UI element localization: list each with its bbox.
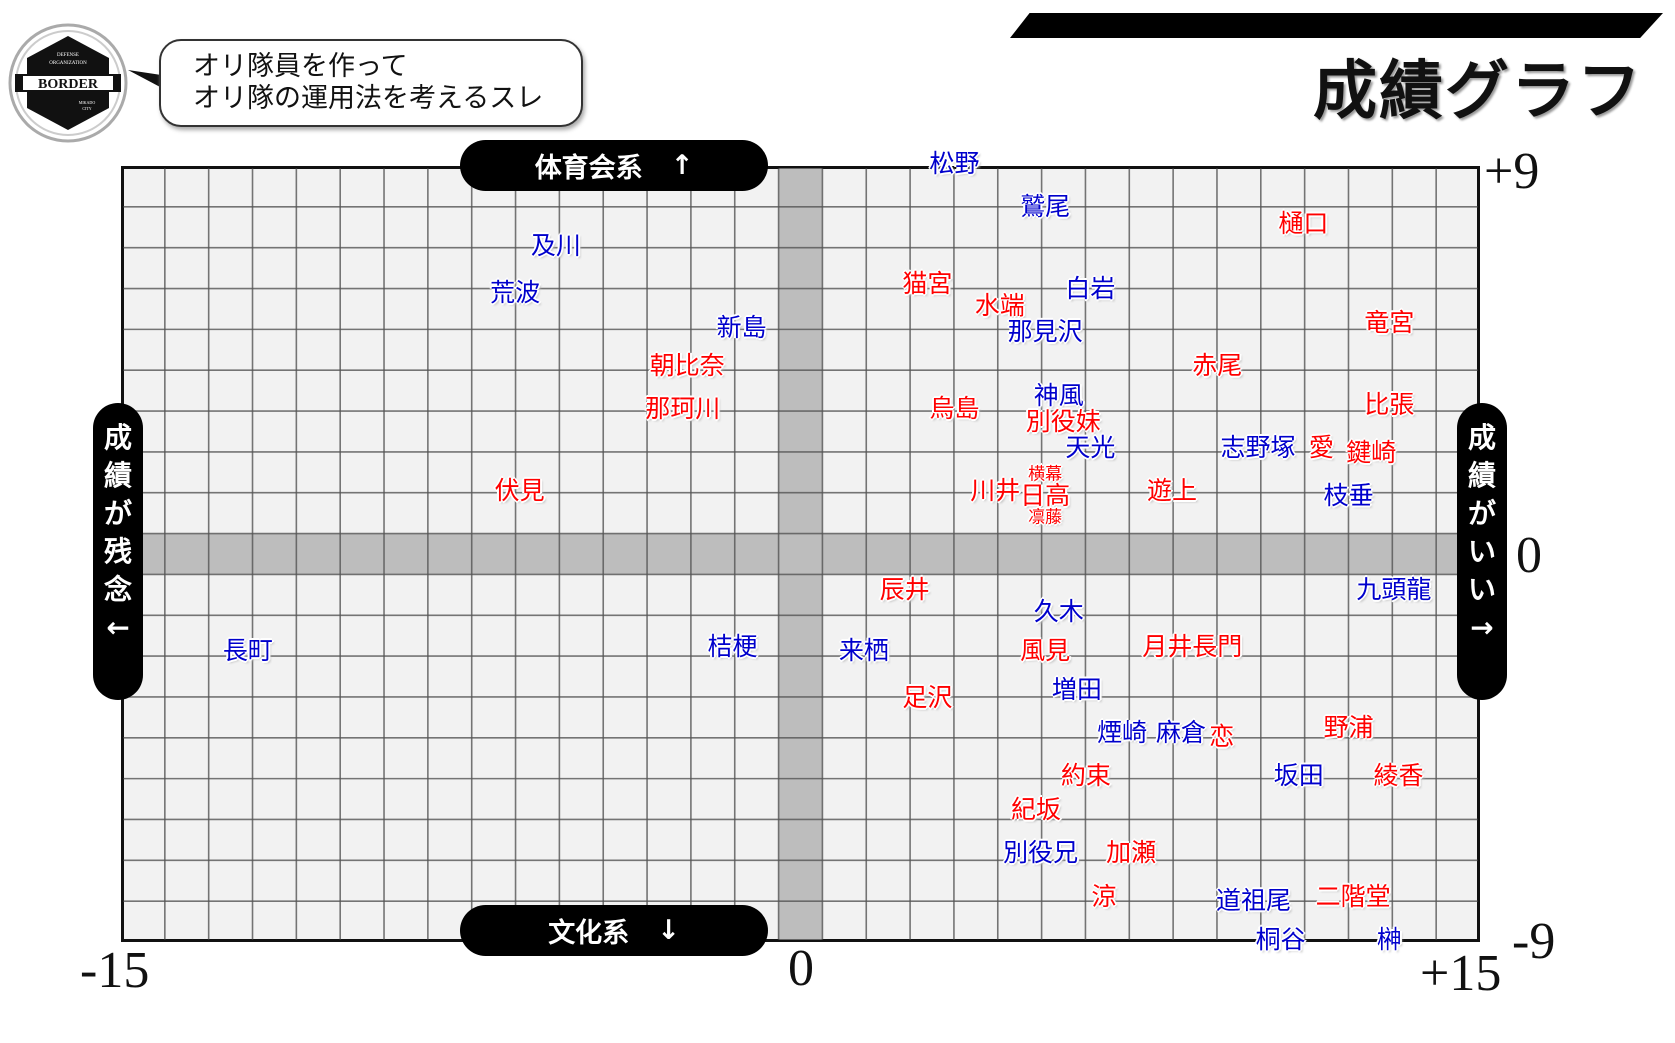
point-label: 神風 <box>1033 381 1084 411</box>
point-label: 凛藤 <box>1028 507 1063 528</box>
axis-left-char: 成 <box>103 421 132 454</box>
point-label: 麻倉 <box>1156 717 1207 747</box>
point-label: 赤尾 <box>1192 351 1243 381</box>
axis-pill-bottom: 文化系 ↓ <box>460 905 768 956</box>
axis-left-char: 残 <box>103 535 132 568</box>
point-label: 約束 <box>1060 760 1111 790</box>
horizontal-zero-band <box>121 533 1480 575</box>
point-label: 二階堂 <box>1315 881 1391 911</box>
point-label: 道祖尾 <box>1215 885 1292 915</box>
x-tick-right: +15 <box>1420 945 1502 1002</box>
axis-pill-left: 成 績 が 残 念 ← <box>93 403 143 700</box>
point-label: 足沢 <box>902 683 953 713</box>
point-label: 烏島 <box>929 394 980 424</box>
y-tick-bottom: -9 <box>1512 913 1556 970</box>
point-label: 鍵崎 <box>1346 437 1397 467</box>
page-title: 成績グラフ <box>1313 55 1643 129</box>
arrow-right-icon: → <box>1470 611 1494 644</box>
bubble-line-2: オリ隊の運用法を考えるスレ <box>193 83 544 114</box>
axis-left-char: 績 <box>103 459 132 492</box>
svg-text:MIKADO: MIKADO <box>79 100 96 105</box>
thread-title-bubble: オリ隊員を作って オリ隊の運用法を考えるスレ <box>159 39 583 127</box>
arrow-up-icon: ↑ <box>670 150 694 181</box>
point-label: 別役妹 <box>1025 407 1101 437</box>
title-bar-decoration <box>1010 13 1663 38</box>
arrow-left-icon: ← <box>106 611 130 644</box>
bubble-tail <box>128 70 168 88</box>
point-label: 樋口 <box>1278 209 1329 239</box>
point-label: 白岩 <box>1065 273 1116 303</box>
point-label: 久木 <box>1033 597 1084 627</box>
point-label: 川井 <box>970 476 1021 506</box>
axis-bottom-label: 文化系 <box>548 918 630 949</box>
y-tick-zero: 0 <box>1516 527 1542 584</box>
point-label: 長門 <box>1192 631 1243 661</box>
point-label: 那珂川 <box>645 394 721 424</box>
point-label: 猫宮 <box>902 269 953 299</box>
point-label: 那見沢 <box>1007 316 1083 346</box>
point-label: 榊 <box>1376 924 1402 954</box>
grid <box>121 166 1480 942</box>
point-label: 水端 <box>974 290 1025 320</box>
axis-left-char: が <box>103 497 132 530</box>
point-label: 松野 <box>929 148 980 178</box>
point-label: 志野塚 <box>1220 433 1296 463</box>
axis-left-char: 念 <box>103 573 132 606</box>
axis-right-char: が <box>1467 497 1496 530</box>
point-label: 朝比奈 <box>649 351 725 381</box>
point-label: 遊上 <box>1146 476 1197 506</box>
svg-text:CITY: CITY <box>82 106 91 111</box>
arrow-down-icon: ↓ <box>657 915 680 946</box>
axis-pill-top: 体育会系 ↑ <box>460 140 768 191</box>
y-tick-top: +9 <box>1484 143 1540 200</box>
point-label: 月井 <box>1142 631 1193 661</box>
point-label: 鷲尾 <box>1020 191 1071 221</box>
axis-top-label: 体育会系 <box>534 153 643 184</box>
axis-right-char: 績 <box>1467 459 1496 492</box>
point-label: 桔梗 <box>707 631 758 661</box>
point-label: 及川 <box>530 230 581 260</box>
point-label: 九頭龍 <box>1356 575 1432 605</box>
point-label: 増田 <box>1051 674 1102 704</box>
point-label: 恋 <box>1209 722 1235 752</box>
point-label: 紀坂 <box>1011 795 1062 825</box>
bubble-line-1: オリ隊員を作って <box>193 51 408 82</box>
point-label: 長町 <box>222 635 273 665</box>
point-label: 桐谷 <box>1255 924 1306 954</box>
point-label: 伏見 <box>494 476 545 506</box>
point-label: 愛 <box>1308 433 1334 463</box>
point-label: 枝垂 <box>1323 480 1374 510</box>
axis-right-char: い <box>1467 573 1496 606</box>
point-label: 坂田 <box>1273 760 1324 790</box>
svg-text:DEFENSE: DEFENSE <box>57 53 79 58</box>
axis-right-char: い <box>1467 535 1496 568</box>
point-label: 比張 <box>1364 390 1415 420</box>
point-label: 横幕 <box>1028 464 1063 485</box>
point-label: 天光 <box>1065 433 1116 463</box>
border-logo: BORDER DEFENSE ORGANIZATION MIKADO CITY <box>8 23 128 143</box>
point-label: 来栖 <box>838 635 889 665</box>
point-label: 別役兄 <box>1003 838 1079 868</box>
x-tick-zero: 0 <box>788 940 814 997</box>
svg-text:BORDER: BORDER <box>38 77 99 92</box>
point-label: 煙崎 <box>1097 717 1148 747</box>
point-label: 日高 <box>1020 480 1071 510</box>
point-label: 涼 <box>1091 881 1117 911</box>
x-tick-left: -15 <box>80 942 150 999</box>
point-label: 加瀬 <box>1106 838 1157 868</box>
svg-text:ORGANIZATION: ORGANIZATION <box>49 61 87 66</box>
axis-right-char: 成 <box>1467 421 1496 454</box>
point-label: 風見 <box>1020 635 1071 665</box>
point-label: 荒波 <box>490 278 541 308</box>
point-label: 綾香 <box>1373 760 1424 790</box>
point-label: 新島 <box>716 312 767 342</box>
point-label: 竜宮 <box>1364 308 1415 338</box>
axis-pill-right: 成 績 が い い → <box>1457 403 1507 700</box>
point-label: 野浦 <box>1323 713 1374 743</box>
point-label: 辰井 <box>879 575 930 605</box>
